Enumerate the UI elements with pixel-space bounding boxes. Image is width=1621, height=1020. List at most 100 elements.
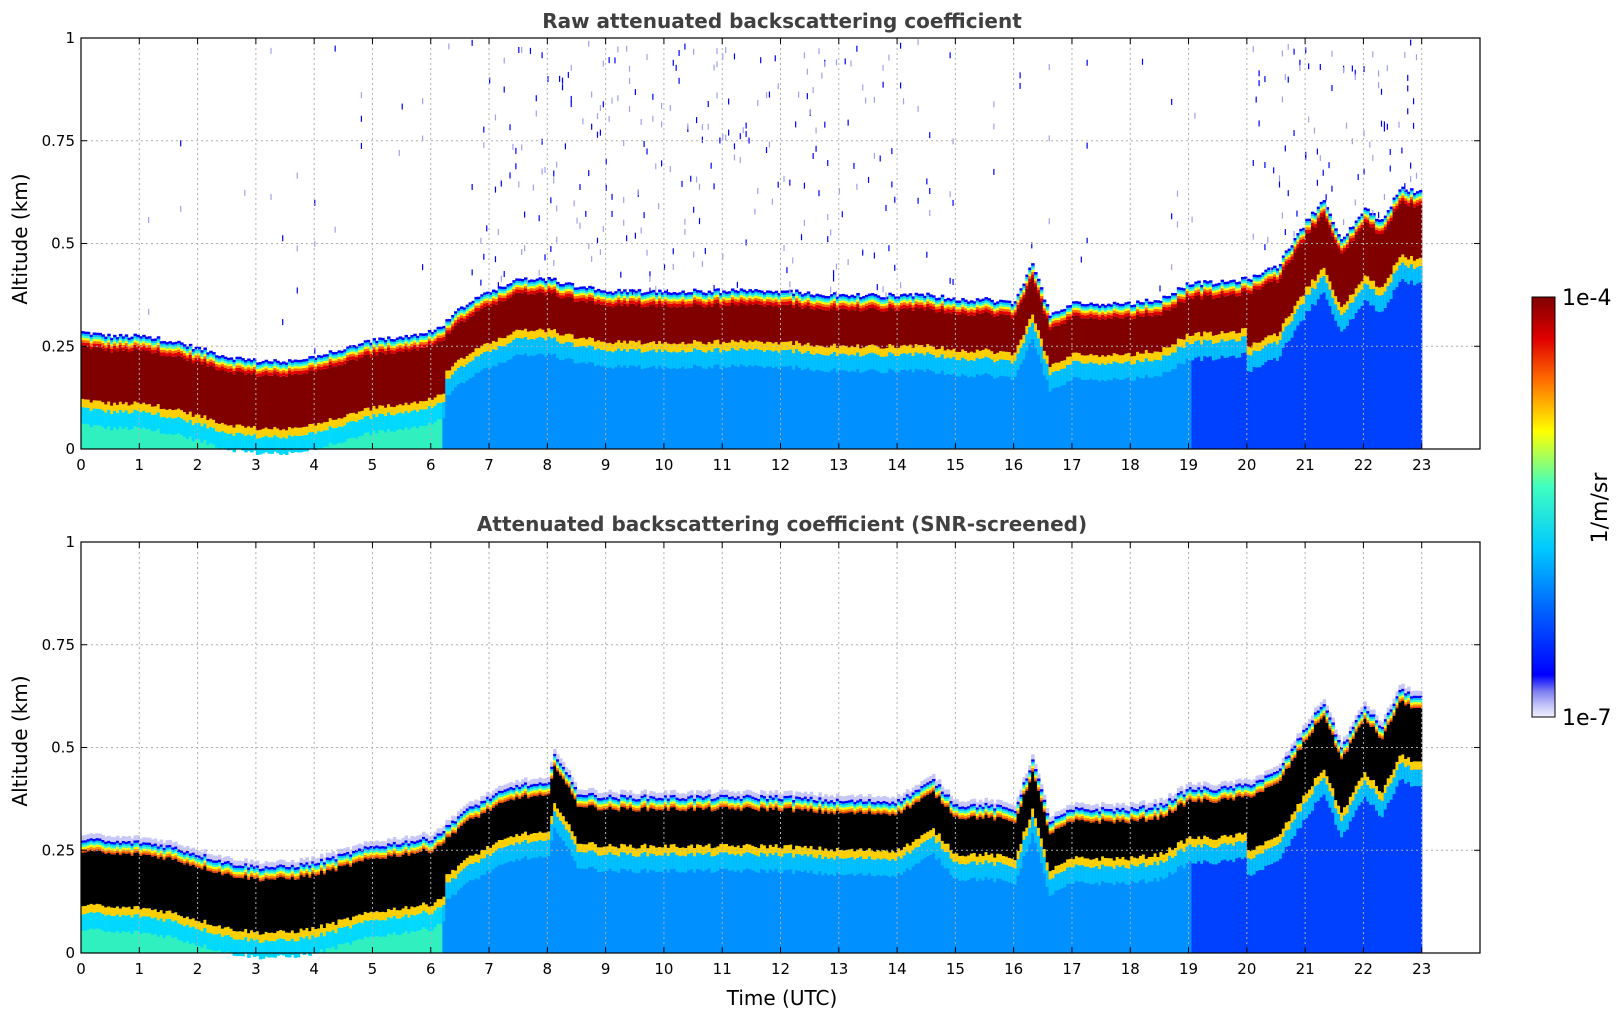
heatmap-cell-edge (1036, 285, 1041, 288)
chart-title: Raw attenuated backscattering coefficien… (542, 9, 1022, 33)
heatmap-cell-edge (279, 366, 283, 370)
heatmap-cell-lower-edge (83, 399, 88, 408)
heatmap-cell-edge (553, 280, 557, 283)
heatmap-cell-edge (506, 290, 511, 293)
heatmap-cell-edge (165, 353, 170, 357)
heatmap-cell-edge (150, 349, 155, 354)
heatmap-cell-core (235, 371, 239, 425)
heatmap-cell-core (150, 353, 155, 407)
heatmap-cell-edge (357, 354, 362, 359)
heatmap-cell-transition (486, 351, 490, 368)
heatmap-cell-edge (148, 336, 152, 339)
heatmap-cell-lower-edge (293, 427, 298, 436)
heatmap-cell-edge (605, 300, 610, 303)
heatmap-cell-edge (445, 319, 449, 322)
noise-speck (602, 101, 604, 108)
heatmap-cell-core (357, 358, 362, 412)
heatmap-cell-edge (529, 286, 534, 289)
heatmap-cell-edge (433, 334, 438, 337)
heatmap-cell-edge (136, 334, 140, 338)
heatmap-cell-edge (509, 294, 513, 298)
heatmap-cell-edge (241, 369, 245, 373)
heatmap-cell-edge (395, 346, 400, 349)
heatmap-cell-edge (346, 357, 350, 361)
heatmap-cell-edge (550, 278, 554, 282)
noise-speck (757, 187, 759, 194)
heatmap-cell-edge (588, 288, 592, 291)
heatmap-cell-edge (305, 365, 309, 368)
heatmap-cell-edge (136, 343, 140, 346)
heatmap-cell-edge (375, 349, 379, 352)
heatmap-cell-lower-edge (605, 343, 610, 352)
heatmap-column (442, 325, 446, 449)
heatmap-cell-base (599, 349, 604, 449)
heatmap-cell-edge (404, 334, 409, 338)
heatmap-cell-edge (139, 338, 143, 341)
heatmap-cell-core (232, 374, 237, 428)
noise-speck (596, 131, 599, 138)
heatmap-cell-edge (110, 348, 114, 353)
heatmap-cell-lower-edge (273, 426, 277, 436)
heatmap-cell-transition (588, 345, 592, 362)
heatmap-cell-edge (311, 358, 315, 361)
heatmap-column (658, 203, 662, 449)
heatmap-cell-edge (416, 344, 420, 347)
heatmap-cell-edge (524, 283, 528, 287)
heatmap-cell-base (387, 412, 391, 449)
heatmap-cell-edge (454, 313, 458, 316)
heatmap-cell-lower-edge (215, 423, 219, 432)
heatmap-cell-edge (331, 352, 336, 355)
heatmap-cell-edge (156, 347, 161, 351)
heatmap-cell-edge (494, 292, 499, 296)
noise-speck (1278, 181, 1281, 188)
noise-speck (713, 183, 715, 190)
heatmap-cell-edge (252, 360, 257, 363)
heatmap-cell-edge (369, 351, 374, 354)
heatmap-cell-edge (273, 359, 277, 362)
heatmap-cell-edge (159, 345, 164, 348)
heatmap-cell-core (398, 350, 403, 405)
heatmap-cell-edge (142, 345, 146, 350)
heatmap-cell-lower-edge (267, 429, 272, 438)
heatmap-cell-base (684, 352, 688, 449)
heatmap-cell-edge (247, 358, 251, 361)
noise-speck (1141, 58, 1144, 65)
heatmap-cell-edge (241, 366, 245, 370)
heatmap-cell-lower-edge (212, 419, 216, 429)
heatmap-column (445, 319, 449, 449)
noise-speck (777, 83, 779, 90)
noise-speck (1048, 218, 1050, 225)
heatmap-cell-edge (553, 286, 557, 289)
noise-speck (180, 205, 182, 212)
noise-speck (952, 199, 954, 206)
heatmap-cell-edge (634, 301, 639, 306)
noise-speck (649, 275, 651, 282)
heatmap-cell-transition (451, 374, 455, 392)
heatmap-cell-edge (544, 289, 548, 292)
heatmap-cell-edge (150, 341, 155, 344)
heatmap-column (148, 217, 152, 449)
heatmap-cell-lower-edge (430, 399, 435, 409)
noise-speck (503, 86, 505, 93)
heatmap-cell-transition (462, 366, 467, 384)
heatmap-cell-edge (614, 299, 618, 303)
noise-speck (993, 168, 995, 175)
heatmap-cell-edge (579, 289, 583, 292)
heatmap-cell-lower-edge (389, 406, 394, 416)
heatmap-cell-edge (465, 307, 470, 310)
heatmap-cell-core (113, 349, 117, 403)
heatmap-cell-lower-edge (337, 418, 341, 427)
heatmap-cell-lower-edge (643, 343, 648, 352)
heatmap-cell-lower-edge (209, 418, 213, 427)
heatmap-cell-edge (687, 292, 691, 295)
heatmap-cell-edge (419, 344, 423, 348)
heatmap-cell-edge (1197, 283, 1201, 286)
heatmap-column (518, 46, 522, 449)
heatmap-cell-lower-edge (652, 341, 656, 350)
noise-speck (582, 118, 584, 125)
heatmap-cell-edge (509, 291, 513, 295)
heatmap-cell-transition (150, 414, 155, 432)
heatmap-cell-edge (666, 296, 671, 299)
heatmap-cell-edge (276, 369, 280, 372)
heatmap-cell-lower-edge (188, 411, 193, 420)
